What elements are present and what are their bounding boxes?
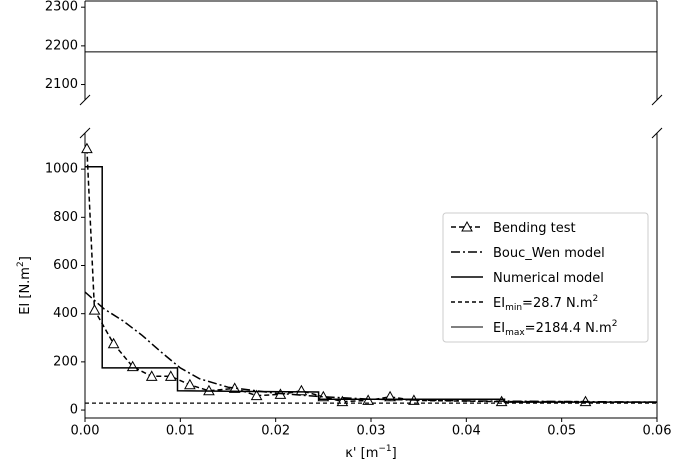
x-tick-label: 0.00 bbox=[71, 424, 100, 439]
data-point bbox=[164, 370, 177, 381]
axis-break bbox=[79, 94, 91, 106]
legend-box bbox=[442, 212, 649, 343]
data-point bbox=[81, 142, 93, 154]
y-axis-label-part: ] bbox=[18, 256, 33, 261]
legend-label: EImin=28.7 N.m2 bbox=[493, 294, 598, 313]
axis-break bbox=[651, 94, 663, 106]
x-tick-label: 0.01 bbox=[166, 424, 195, 439]
legend-label-part: Bending test bbox=[493, 221, 576, 236]
legend-label-part: =2184.4 N.m bbox=[525, 321, 612, 336]
x-axis-label: κ' [m−1] bbox=[345, 444, 396, 461]
legend-label-part: EI bbox=[493, 321, 505, 336]
y-tick-label: 2200 bbox=[45, 38, 78, 53]
legend-label-part: Bouc_Wen model bbox=[493, 246, 605, 261]
y-axis-label-part: EI [N.m bbox=[18, 267, 33, 315]
legend-label-part: 2 bbox=[593, 294, 599, 304]
y-axis-label: EI [N.m2] bbox=[16, 256, 33, 315]
x-axis-label-part: ] bbox=[392, 446, 397, 461]
y-tick-label: 2300 bbox=[45, 0, 78, 15]
legend-label-part: Numerical model bbox=[493, 271, 604, 286]
y-axis-label-part: 2 bbox=[16, 261, 26, 267]
x-tick-label: 0.03 bbox=[357, 424, 386, 439]
data-point bbox=[184, 378, 196, 390]
legend-label-part: 2 bbox=[612, 319, 618, 329]
x-tick-label: 0.06 bbox=[643, 424, 672, 439]
legend-label: Numerical model bbox=[493, 271, 604, 286]
legend-marker bbox=[461, 220, 473, 232]
legend-label-part: max bbox=[505, 328, 525, 338]
y-tick-label: 600 bbox=[53, 258, 78, 273]
y-tick-label: 400 bbox=[53, 306, 78, 321]
series-line bbox=[85, 165, 657, 403]
x-axis-label-part: κ' [m bbox=[345, 446, 378, 461]
legend-label: Bouc_Wen model bbox=[493, 246, 605, 261]
legend-label-part: =28.7 N.m bbox=[522, 296, 593, 311]
legend-label-part: EI bbox=[493, 296, 505, 311]
y-tick-label: 800 bbox=[53, 210, 78, 225]
x-tick-label: 0.04 bbox=[452, 424, 481, 439]
y-tick-label: 1000 bbox=[45, 162, 78, 177]
axis-break bbox=[651, 127, 663, 139]
series-line bbox=[84, 291, 658, 403]
y-tick-label: 0 bbox=[70, 403, 78, 418]
data-point bbox=[145, 370, 158, 381]
data-point bbox=[107, 337, 120, 349]
data-point bbox=[250, 389, 263, 401]
legend-label: EImax=2184.4 N.m2 bbox=[493, 319, 617, 338]
y-tick-label: 2100 bbox=[45, 77, 78, 92]
legend-label-part: min bbox=[505, 303, 522, 313]
axis-break bbox=[79, 127, 91, 139]
y-tick-label: 200 bbox=[53, 354, 78, 369]
data-point bbox=[88, 304, 101, 315]
data-point bbox=[295, 384, 308, 396]
x-axis-label-part: −1 bbox=[378, 444, 391, 454]
data-point bbox=[203, 384, 215, 396]
x-tick-label: 0.02 bbox=[261, 424, 290, 439]
legend-label: Bending test bbox=[493, 221, 576, 236]
x-tick-label: 0.05 bbox=[547, 424, 576, 439]
